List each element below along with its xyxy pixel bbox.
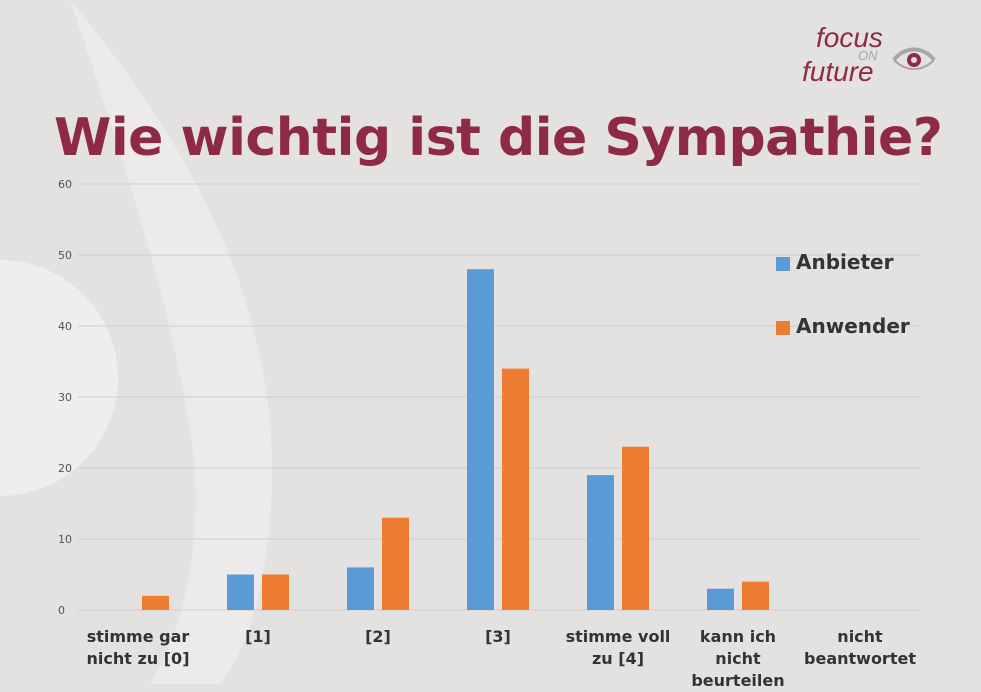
y-tick-label: 10 bbox=[58, 533, 72, 546]
x-tick-label: kann ich nicht beurteilen bbox=[691, 627, 785, 690]
y-tick-label: 20 bbox=[58, 462, 72, 475]
x-tick-label: [3] bbox=[485, 627, 511, 646]
legend-label-anbieter: Anbieter bbox=[796, 250, 894, 274]
x-tick-label: [1] bbox=[245, 627, 271, 646]
x-tick-label: stimme gar nicht zu [0] bbox=[86, 627, 190, 668]
logo-text-future: future bbox=[802, 56, 874, 87]
x-tick-label: [2] bbox=[365, 627, 391, 646]
legend-swatch-anwender bbox=[776, 321, 790, 335]
bar-anwender bbox=[382, 517, 409, 610]
bar-anwender bbox=[622, 446, 649, 610]
x-tick-label: stimme voll zu [4] bbox=[565, 627, 671, 668]
bar-anbieter bbox=[707, 588, 734, 610]
bar-anbieter bbox=[227, 574, 254, 610]
y-tick-label: 40 bbox=[58, 320, 72, 333]
bar-anwender bbox=[502, 368, 529, 610]
legend-label-anwender: Anwender bbox=[796, 314, 910, 338]
logo-text-on: ON bbox=[858, 48, 878, 63]
bar-anbieter bbox=[587, 475, 614, 610]
page-title: Wie wichtig ist die Sympathie? bbox=[54, 108, 943, 168]
focus-on-future-logo: focus ON future bbox=[796, 22, 946, 92]
bar-anwender bbox=[262, 574, 289, 610]
y-tick-label: 60 bbox=[58, 178, 72, 191]
eye-icon bbox=[892, 47, 936, 70]
logo-text-focus: focus bbox=[816, 22, 883, 53]
y-tick-label: 50 bbox=[58, 249, 72, 262]
x-tick-label: nicht beantwortet bbox=[804, 627, 916, 668]
bar-anbieter bbox=[347, 567, 374, 610]
legend-swatch-anbieter bbox=[776, 257, 790, 271]
bar-anwender bbox=[142, 595, 169, 610]
bar-anwender bbox=[742, 581, 769, 610]
bar-anbieter bbox=[467, 269, 494, 610]
y-tick-label: 0 bbox=[58, 604, 65, 617]
y-tick-label: 30 bbox=[58, 391, 72, 404]
